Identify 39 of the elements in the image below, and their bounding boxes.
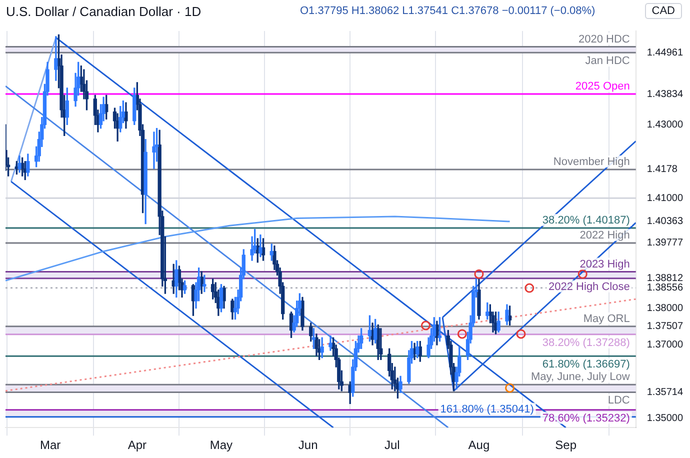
y-tick-label: 1.39777 — [646, 238, 684, 249]
x-tick-label: Sep — [555, 438, 577, 452]
y-tick-label: 1.43834 — [646, 88, 684, 100]
y-tick-label: 1.4178 — [646, 164, 678, 176]
chart-subtitle: O1.37795 H1.38062 L1.37541 C1.37678 −0.00117 (−0.08%) — [300, 5, 596, 17]
x-tick-label: May — [210, 438, 233, 452]
ref-line-label: LDC — [608, 394, 630, 407]
ref-line-label: 38.20% (1.37288) — [542, 336, 630, 349]
ref-line-label: May, June, July Low — [531, 371, 630, 384]
ref-line-label: 161.80% (1.35041) — [440, 403, 534, 416]
ref-line-label: May ORL — [583, 312, 630, 325]
ref-line-label: 78.60% (1.35232) — [542, 412, 630, 424]
x-tick-label: Jul — [384, 438, 400, 452]
y-tick-label: 1.35714 — [646, 386, 684, 398]
ref-line-label: 38.20% (1.40187) — [542, 214, 630, 226]
x-tick-label: Aug — [468, 438, 490, 452]
ref-line-label: November High — [553, 156, 630, 168]
chart-title: U.S. Dollar / Canadian Dollar · 1D — [6, 4, 202, 19]
y-tick-label: 1.38000 — [646, 303, 684, 314]
y-tick-label: 1.37000 — [646, 340, 684, 351]
ref-line-label: Jan HDC — [585, 55, 630, 68]
y-tick-label: 1.38556 — [646, 282, 684, 294]
x-tick-label: Apr — [128, 438, 147, 452]
y-tick-label: 1.44961 — [646, 47, 684, 58]
y-tick-label: 1.38812 — [646, 273, 684, 284]
y-tick-label: 1.35000 — [646, 413, 684, 424]
x-tick-label: Jun — [298, 438, 318, 452]
ref-line-label: 2020 HDC — [578, 33, 630, 46]
ref-line-label: 2022 High Close — [548, 280, 630, 293]
y-tick-label: 1.37507 — [646, 321, 684, 332]
ref-line-label: 2023 High — [580, 258, 630, 270]
y-tick-label: 1.41000 — [646, 192, 684, 204]
y-axis-title: CAD — [644, 3, 682, 19]
ref-line-label: 2022 High — [580, 230, 630, 242]
y-tick-label: 1.40363 — [646, 216, 684, 228]
x-tick-label: Mar — [40, 438, 61, 452]
y-tick-label: 1.43000 — [646, 119, 684, 130]
ref-line-label: 61.80% (1.36697) — [542, 358, 630, 371]
ref-line-label: 2025 Open — [575, 80, 630, 93]
